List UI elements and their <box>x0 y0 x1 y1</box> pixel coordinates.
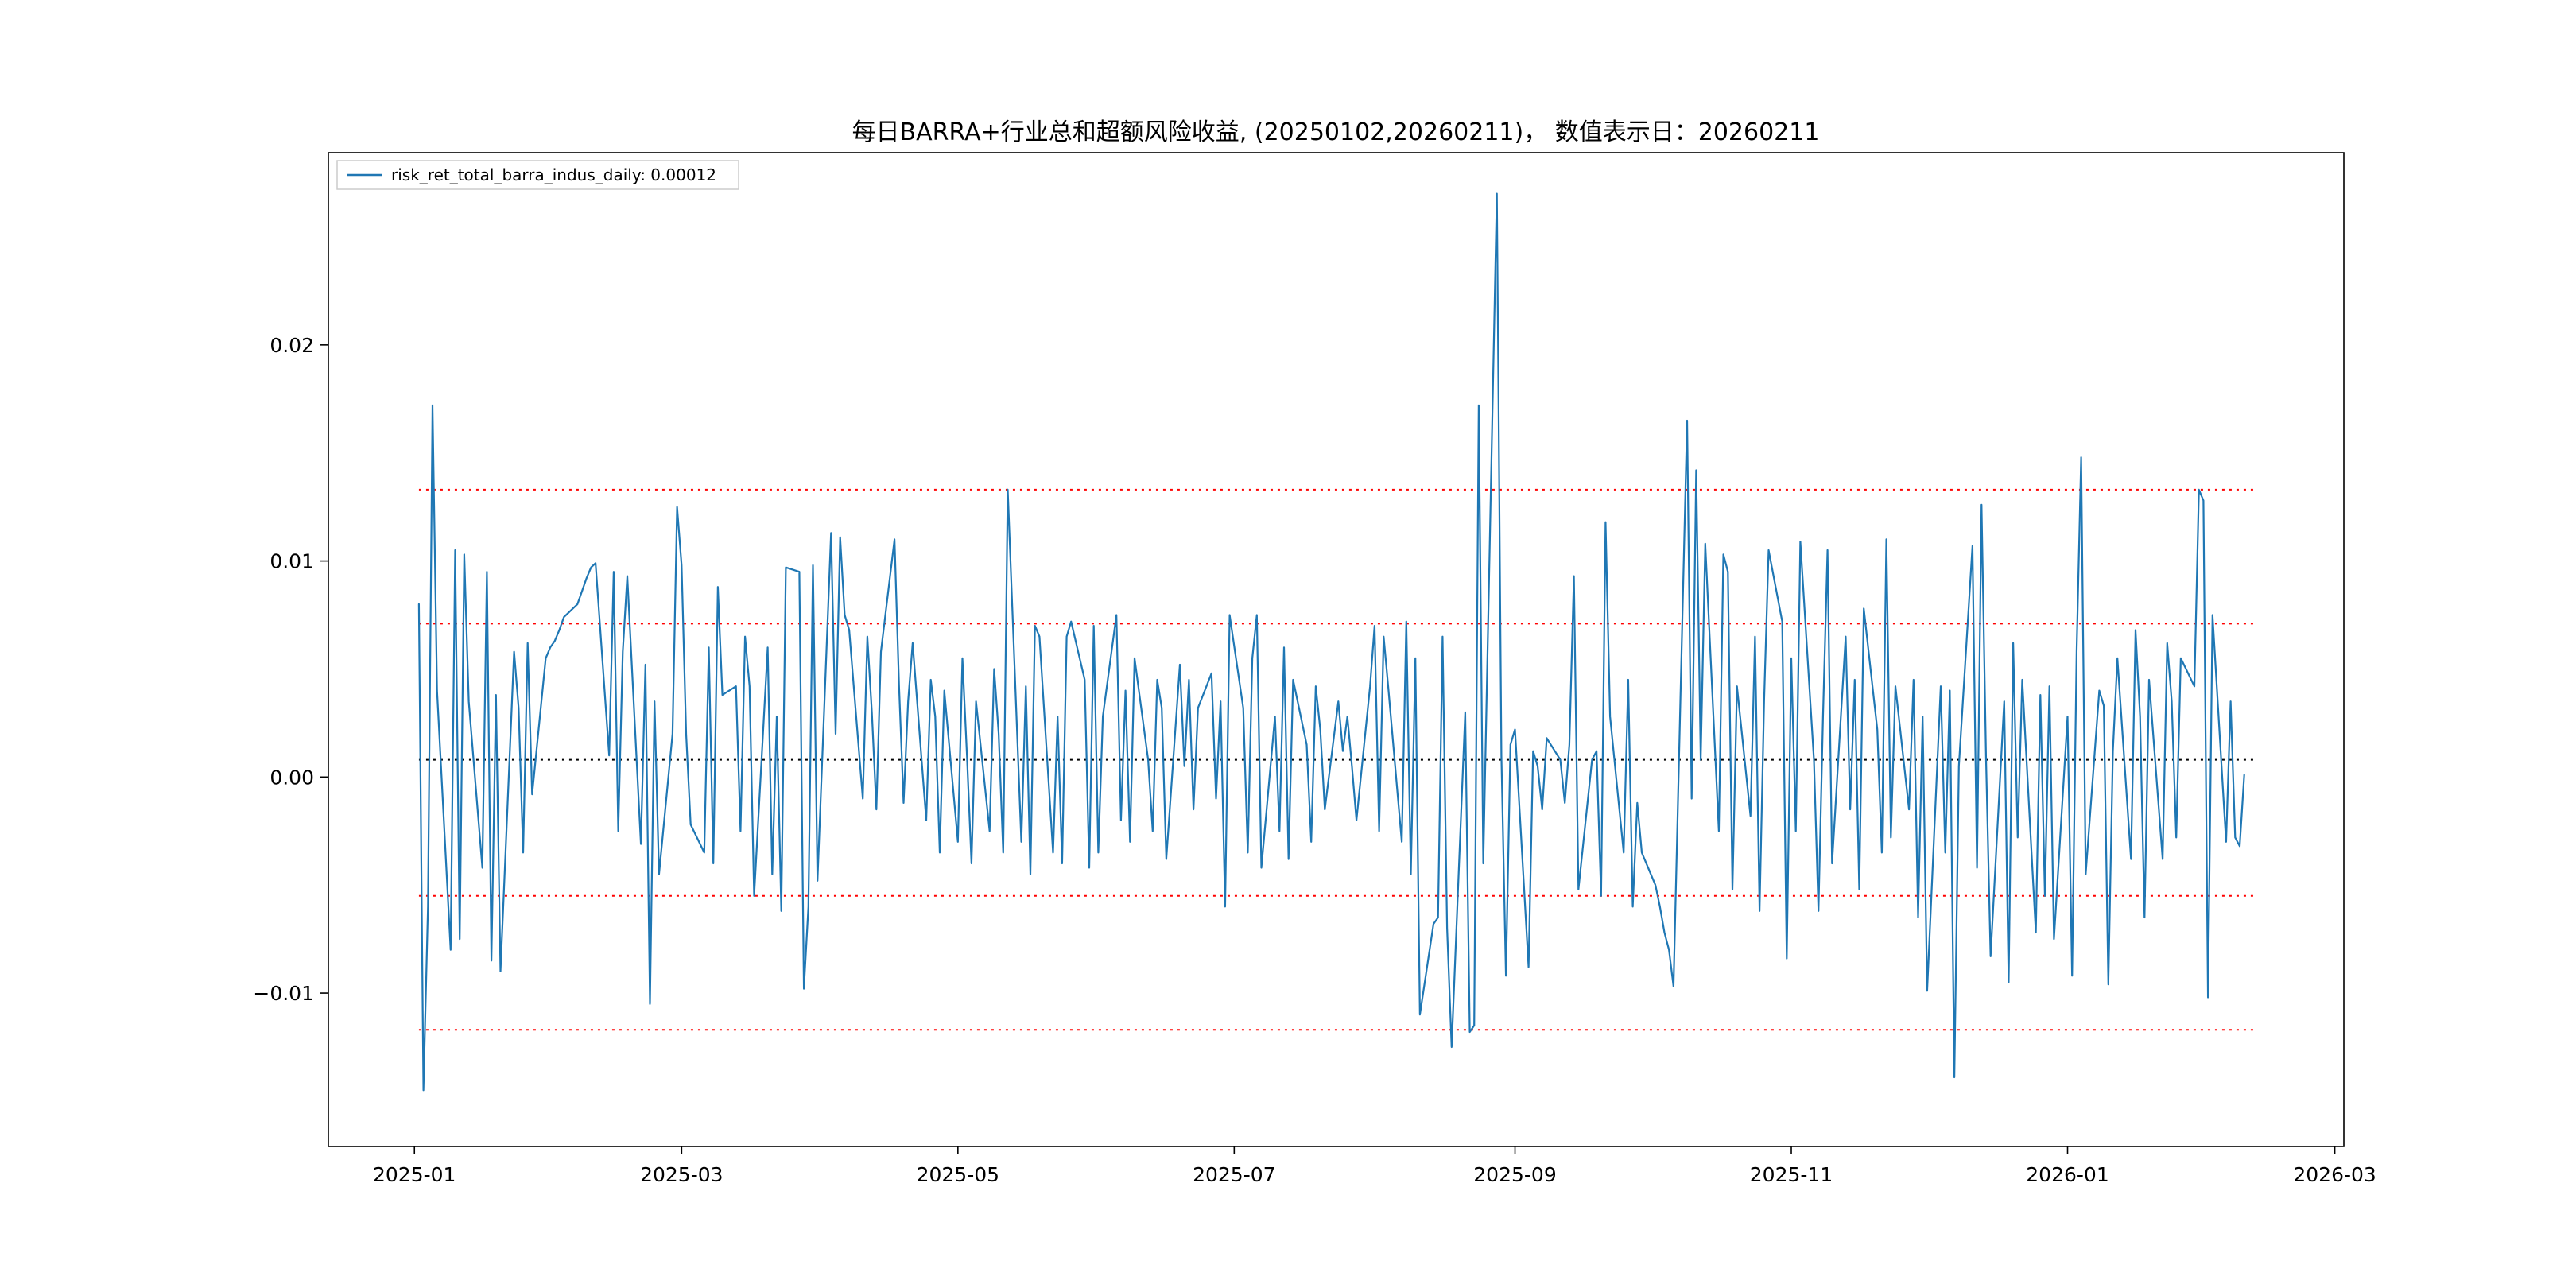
chart-title: 每日BARRA+行业总和超额风险收益, (20250102,20260211)，… <box>852 118 1820 146</box>
x-tick-label: 2025-09 <box>1473 1163 1556 1186</box>
x-tick-label: 2025-03 <box>640 1163 723 1186</box>
x-tick-label: 2026-03 <box>2293 1163 2376 1186</box>
reference-lines <box>418 488 2254 1031</box>
x-tick-label: 2025-11 <box>1750 1163 1833 1186</box>
axes-frame <box>328 152 2345 1147</box>
legend: risk_ret_total_barra_indus_daily: 0.0001… <box>336 160 739 190</box>
series-lines <box>417 192 2245 1092</box>
legend-box <box>336 160 739 190</box>
y-tick-label: 0.00 <box>270 766 314 789</box>
y-tick-label: 0.02 <box>270 334 314 357</box>
y-tick-label: 0.01 <box>270 550 314 573</box>
x-tick-label: 2026-01 <box>2026 1163 2109 1186</box>
legend-label: risk_ret_total_barra_indus_daily: 0.0001… <box>391 165 716 184</box>
x-tick-label: 2025-05 <box>917 1163 999 1186</box>
y-tick-label: −0.01 <box>253 982 314 1005</box>
x-tick-label: 2025-01 <box>373 1163 456 1186</box>
axes-ticks: 2025-01 2025-03 2025-05 2025-07 2025-09 2025-… <box>253 334 2376 1186</box>
series-line <box>417 192 2245 1092</box>
x-tick-label: 2025-07 <box>1193 1163 1275 1186</box>
